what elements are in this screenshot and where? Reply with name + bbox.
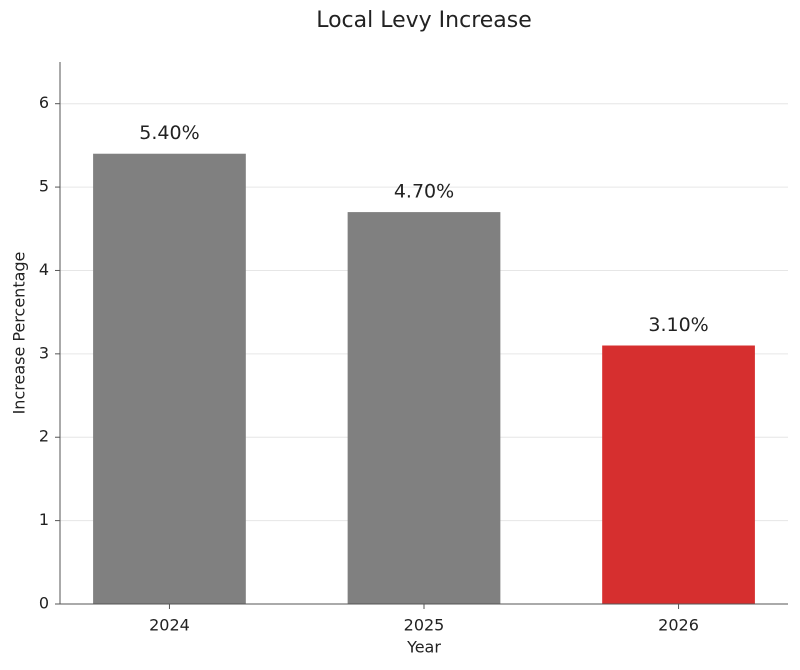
y-tick-label: 0 <box>39 594 49 613</box>
x-tick-label: 2025 <box>404 616 445 635</box>
bar <box>347 212 501 605</box>
value-label: 5.40% <box>139 122 199 144</box>
value-label: 3.10% <box>648 314 708 336</box>
value-label: 4.70% <box>394 181 454 203</box>
chart-title: Local Levy Increase <box>316 8 532 33</box>
y-axis-label: Increase Percentage <box>10 252 29 415</box>
x-tick-label: 2026 <box>658 616 699 635</box>
y-tick-label: 4 <box>39 260 49 279</box>
y-tick-label: 5 <box>39 177 49 196</box>
bar <box>602 345 755 604</box>
y-tick-label: 6 <box>39 93 49 112</box>
x-tick-label: 2024 <box>149 616 190 635</box>
x-axis-label: Year <box>406 638 441 657</box>
y-tick-label: 2 <box>39 427 49 446</box>
y-tick-label: 1 <box>39 510 49 529</box>
bar <box>93 153 246 604</box>
y-tick-label: 3 <box>39 343 49 362</box>
